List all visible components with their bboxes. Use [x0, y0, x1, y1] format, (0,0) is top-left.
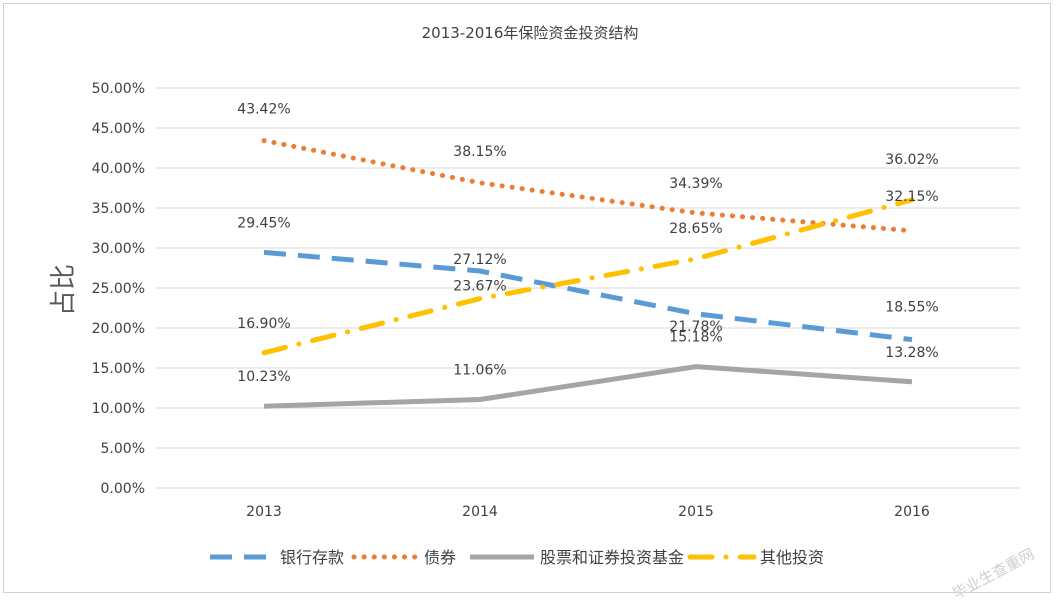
legend-label: 股票和证券投资基金	[540, 548, 684, 567]
y-tick-label: 25.00%	[92, 281, 145, 297]
data-label: 16.90%	[237, 316, 290, 332]
y-tick-label: 45.00%	[92, 121, 145, 137]
data-label: 43.42%	[237, 102, 290, 118]
x-tick-label: 2016	[894, 504, 930, 520]
data-label: 38.15%	[453, 144, 506, 160]
legend-label: 债券	[424, 548, 456, 567]
x-tick-label: 2014	[462, 504, 498, 520]
data-label: 27.12%	[453, 252, 506, 268]
data-labels: 29.45%27.12%21.78%18.55%43.42%38.15%34.3…	[237, 102, 938, 386]
x-tick-labels: 2013 2014 2015 2016	[246, 504, 930, 520]
data-label: 18.55%	[885, 300, 938, 316]
y-tick-label: 0.00%	[101, 481, 145, 497]
y-tick-label: 30.00%	[92, 241, 145, 257]
gridlines	[155, 88, 1020, 488]
x-tick-label: 2015	[678, 504, 714, 520]
series-line-1	[264, 141, 912, 231]
legend-label: 银行存款	[280, 548, 344, 567]
data-label: 15.18%	[669, 330, 722, 346]
series-line-2	[264, 367, 912, 407]
data-label: 36.02%	[885, 152, 938, 168]
legend: 银行存款 债券 股票和证券投资基金 其他投资	[210, 548, 824, 567]
y-tick-label: 40.00%	[92, 161, 145, 177]
x-tick-label: 2013	[246, 504, 282, 520]
data-label: 13.28%	[885, 345, 938, 361]
y-tick-labels: 0.00% 5.00% 10.00% 15.00% 20.00% 25.00% 30.00%…	[92, 81, 145, 497]
data-label: 10.23%	[237, 369, 290, 385]
y-tick-label: 10.00%	[92, 401, 145, 417]
data-label: 23.67%	[453, 279, 506, 295]
data-label: 11.06%	[453, 363, 506, 379]
y-axis-label: 占比	[49, 264, 79, 316]
data-label: 32.15%	[885, 189, 938, 205]
data-label: 28.65%	[669, 221, 722, 237]
series-lines	[264, 141, 912, 407]
y-tick-label: 50.00%	[92, 81, 145, 97]
chart-title: 2013-2016年保险资金投资结构	[422, 24, 639, 42]
y-tick-label: 35.00%	[92, 201, 145, 217]
data-label: 29.45%	[237, 215, 290, 231]
legend-label: 其他投资	[760, 548, 824, 567]
y-tick-label: 15.00%	[92, 361, 145, 377]
y-tick-label: 5.00%	[101, 441, 145, 457]
data-label: 34.39%	[669, 176, 722, 192]
y-tick-label: 20.00%	[92, 321, 145, 337]
